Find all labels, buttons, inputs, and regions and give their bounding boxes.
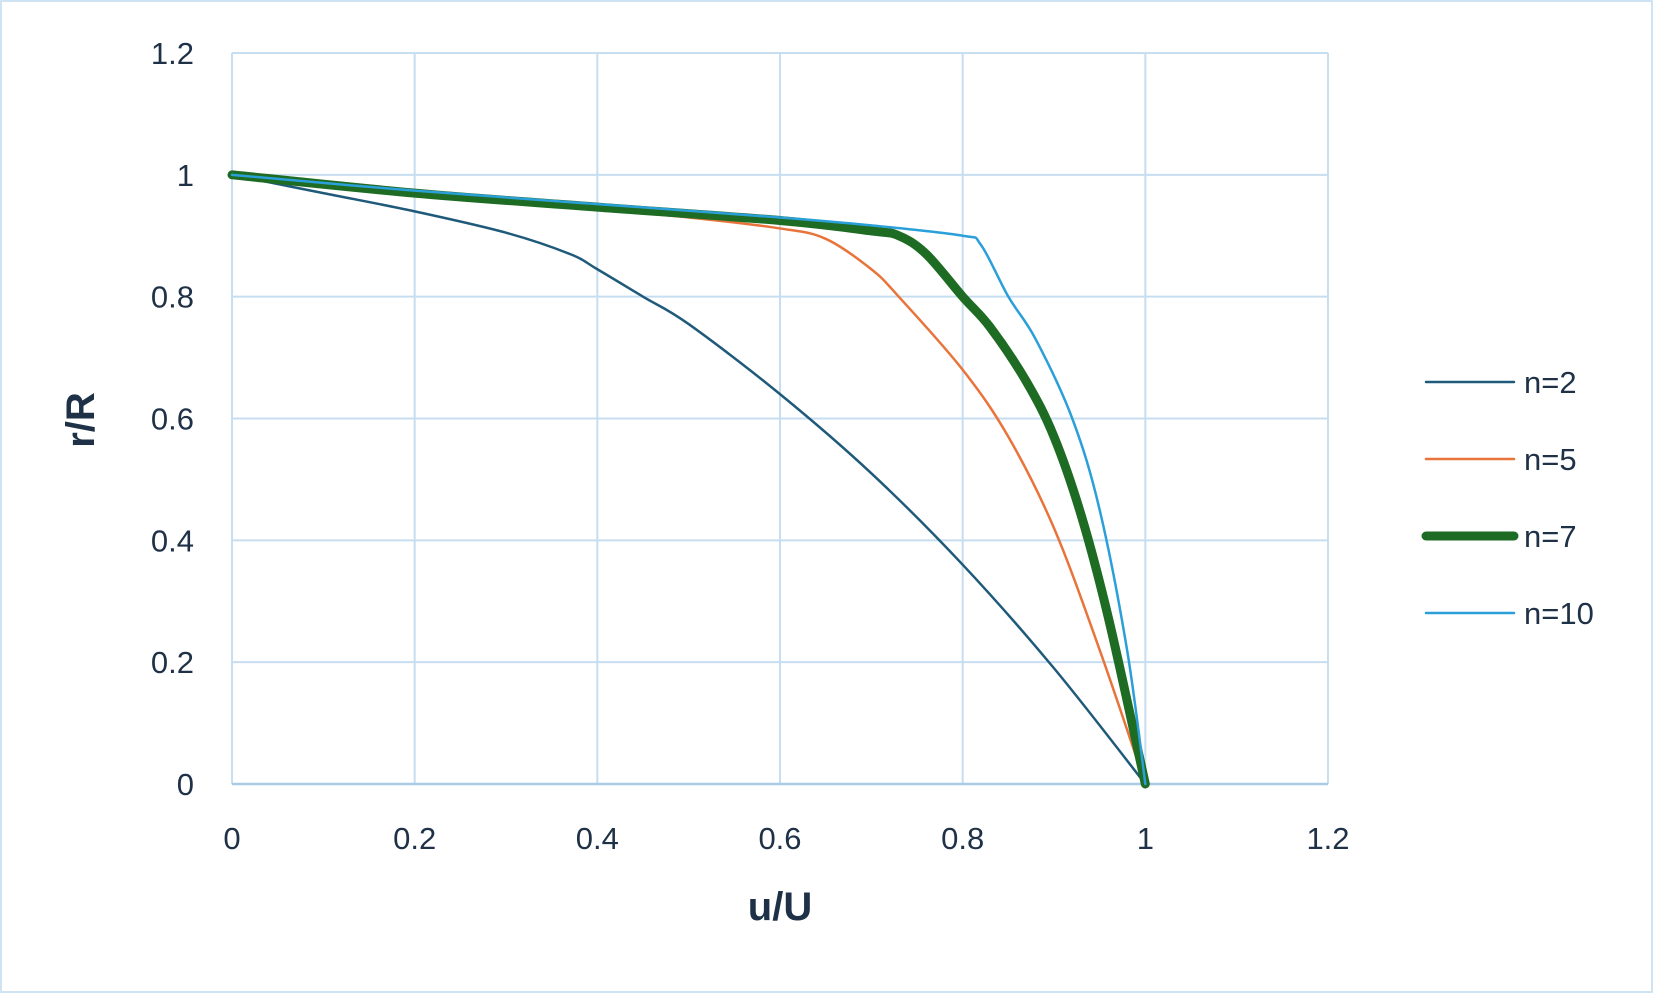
x-tick-label: 1.2 [1306,821,1349,856]
legend-label-n-2: n=2 [1524,365,1577,400]
x-tick-label: 0.2 [393,821,436,856]
x-axis-title: u/U [748,885,812,929]
y-tick-label: 0.4 [151,523,194,558]
x-tick-label: 0.6 [758,821,801,856]
y-axis-title: r/R [59,392,103,448]
x-tick-label: 1 [1137,821,1154,856]
series-line-n-5 [230,173,1147,786]
legend-label-n-7: n=7 [1524,519,1577,554]
grid-layer [231,52,1329,786]
y-tick-label: 1.2 [151,36,194,71]
y-tick-label: 0.8 [151,280,194,315]
series-line-n-10 [230,173,1147,786]
x-tick-label: 0.4 [576,821,619,856]
y-tick-label: 0.6 [151,402,194,437]
series-line-n-2 [230,173,1147,786]
series-layer [227,170,1150,789]
legend: n=2 n=5 n=7 n=10 [1421,365,1594,631]
series-line-n-7 [227,170,1150,789]
y-tick-label: 0.2 [151,645,194,680]
y-tick-label: 1 [177,158,194,193]
y-tick-label: 0 [177,767,194,802]
x-tick-label: 0.8 [941,821,984,856]
tick-layer: 0 0.2 0.4 0.6 0.8 1 1.2 0 0.2 0.4 0.6 0.8 1 1.2 [151,36,1350,856]
legend-label-n-5: n=5 [1524,442,1577,477]
x-tick-label: 0 [223,821,240,856]
legend-label-n-10: n=10 [1524,596,1594,631]
